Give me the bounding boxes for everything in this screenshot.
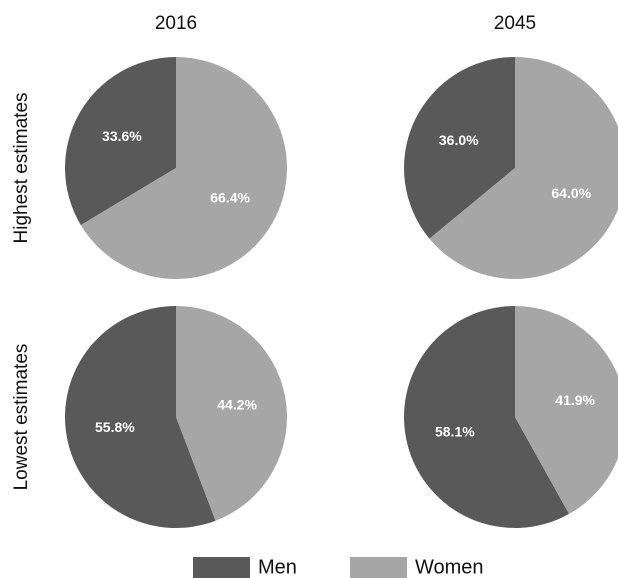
column-title: 2045 <box>494 13 536 34</box>
row-label: Lowest estimates <box>11 344 32 491</box>
data-label: 66.4% <box>210 189 250 205</box>
pie-slice <box>176 306 288 521</box>
pie-slice <box>404 306 570 528</box>
pie-slice <box>65 306 216 528</box>
column-title: 2016 <box>155 13 197 34</box>
pie-slice <box>515 306 618 514</box>
data-label: 36.0% <box>439 132 479 148</box>
data-label: 55.8% <box>95 419 135 435</box>
pie-slice <box>80 57 287 280</box>
data-label: 33.6% <box>102 128 142 144</box>
pie-slice <box>403 57 515 239</box>
legend-swatch <box>350 557 407 578</box>
pie-slice <box>429 57 618 279</box>
data-label: 44.2% <box>217 396 257 412</box>
data-label: 58.1% <box>435 423 475 439</box>
legend-swatch <box>193 557 250 578</box>
legend-label: Men <box>258 556 297 578</box>
data-label: 41.9% <box>555 392 595 408</box>
pie-slice <box>65 57 176 226</box>
row-label: Highest estimates <box>11 92 32 243</box>
legend-label: Women <box>415 556 484 578</box>
data-label: 64.0% <box>551 185 591 201</box>
